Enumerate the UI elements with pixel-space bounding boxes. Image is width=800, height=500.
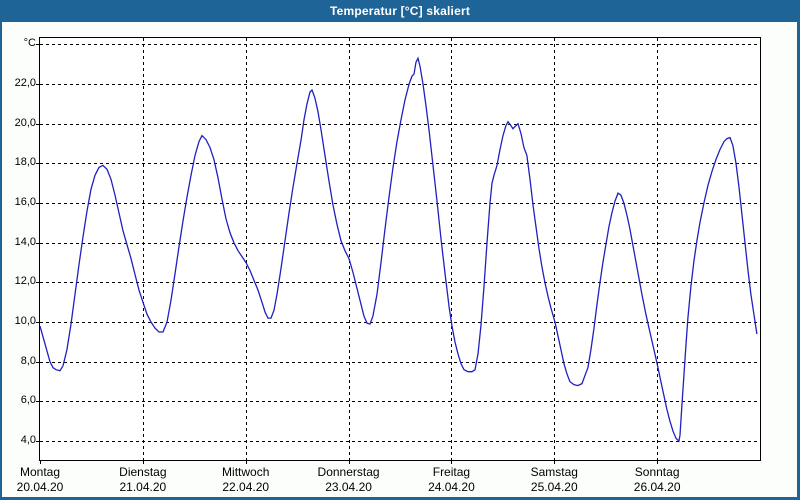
window-border-bottom: [0, 497, 800, 500]
y-tick-label: 8,0: [20, 354, 36, 367]
day-name-label: Mittwoch: [222, 465, 270, 479]
y-tick-label: 20,0: [14, 116, 36, 129]
day-date-label: 23.04.20: [325, 480, 372, 494]
y-tick-mark: [36, 401, 40, 403]
y-tick-label: 22,0: [14, 77, 36, 90]
y-tick-mark: [36, 282, 40, 284]
title-bar: Temperatur [°C] skaliert: [0, 0, 800, 22]
temperature-chart-canvas: [40, 38, 760, 460]
y-tick-label: 16,0: [14, 196, 36, 209]
plot-area: [39, 37, 761, 461]
y-tick-mark: [36, 84, 40, 86]
x-tick-mark: [554, 461, 556, 464]
day-date-label: 24.04.20: [428, 480, 475, 494]
y-tick-mark: [36, 361, 40, 363]
day-date-label: 26.04.20: [633, 480, 681, 494]
y-tick-label: 6,0: [20, 394, 36, 407]
x-tick-mark: [40, 461, 41, 464]
day-name-label: Freitag: [432, 465, 471, 479]
y-tick-label: 18,0: [14, 156, 36, 169]
day-name-label: Donnerstag: [317, 465, 380, 479]
x-tick-mark: [245, 461, 247, 464]
y-tick-mark: [36, 163, 40, 165]
day-name-label: Sonntag: [634, 465, 680, 479]
page-title: Temperatur [°C] skaliert: [329, 4, 471, 18]
day-name-label: Dienstag: [119, 465, 167, 479]
window-border-left: [0, 0, 2, 500]
y-tick-mark: [36, 203, 40, 205]
y-tick-label: 14,0: [14, 235, 36, 248]
temperature-series-line: [40, 56, 758, 443]
day-name-label: Samstag: [530, 465, 578, 479]
y-tick-label: 12,0: [14, 275, 36, 288]
window-border-right: [797, 0, 800, 500]
x-tick-mark: [657, 461, 659, 464]
x-tick-mark: [348, 461, 350, 464]
day-date-label: 20.04.20: [16, 480, 64, 494]
y-tick-mark: [36, 322, 40, 324]
day-date-label: 21.04.20: [119, 480, 167, 494]
day-date-label: 25.04.20: [530, 480, 578, 494]
y-tick-mark: [36, 242, 40, 244]
y-axis-unit-label: °C: [23, 37, 36, 50]
y-tick-label: 10,0: [14, 315, 36, 328]
y-tick-label: 4,0: [20, 434, 36, 447]
x-tick-mark: [451, 461, 453, 464]
y-tick-mark: [36, 441, 40, 443]
x-tick-mark: [142, 461, 144, 464]
y-tick-mark: [36, 123, 40, 125]
day-name-label: Montag: [19, 465, 61, 479]
day-date-label: 22.04.20: [222, 480, 270, 494]
y-tick-mark: [36, 44, 40, 46]
